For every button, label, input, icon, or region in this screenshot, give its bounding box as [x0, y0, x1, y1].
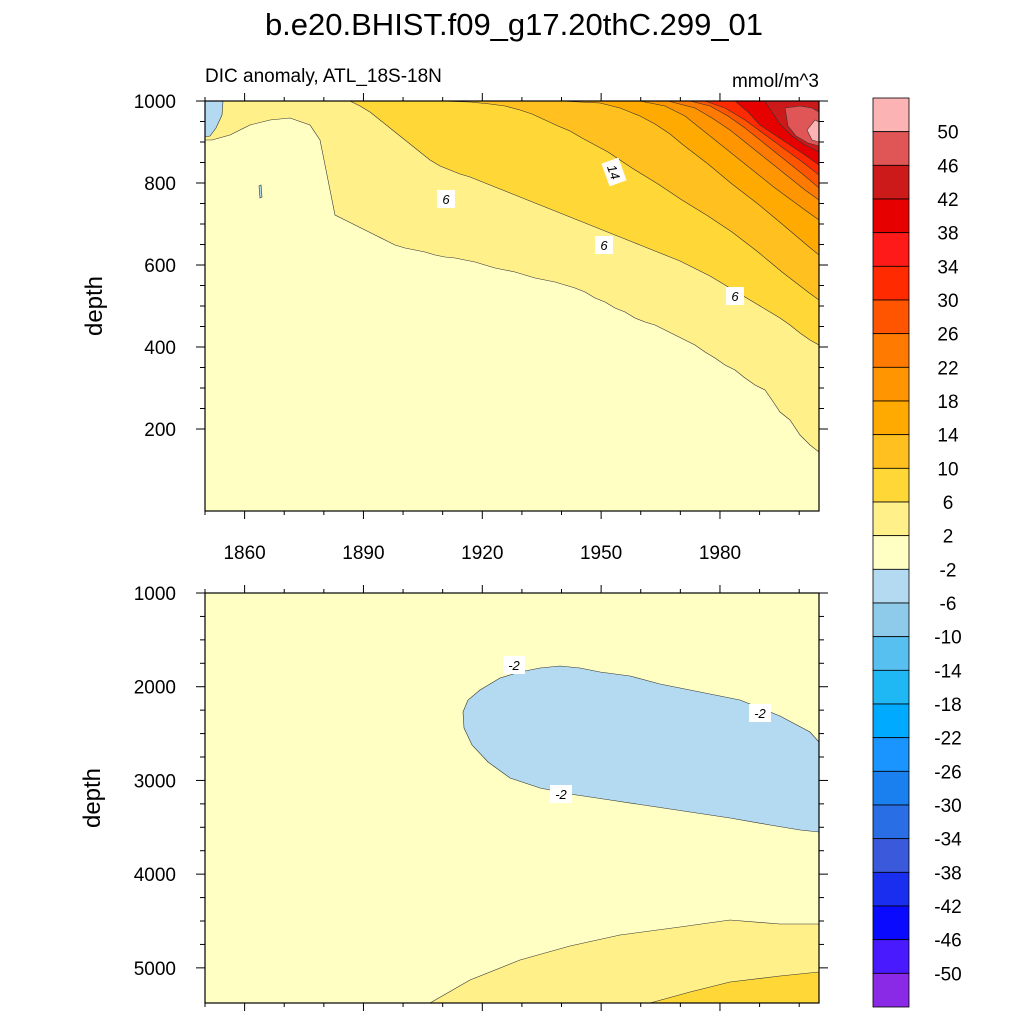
- colorbar-swatch: [872, 535, 910, 570]
- top-xtick-label: 1980: [699, 543, 741, 564]
- colorbar-swatch: [872, 333, 910, 368]
- top-negative-spot: [258, 184, 263, 199]
- colorbar-swatch: [872, 467, 910, 503]
- colorbar-tick-label: -14: [934, 661, 962, 682]
- bottom-y-axis-label: depth: [79, 768, 106, 828]
- top-contour-label-3: 6: [600, 238, 608, 253]
- top-ytick-label: 600: [144, 256, 176, 277]
- colorbar-tick-label: -2: [940, 560, 957, 581]
- colorbar-tick-label: -38: [934, 863, 961, 884]
- bottom-ytick-label: 3000: [134, 771, 176, 792]
- colorbar-tick-label: 42: [937, 190, 958, 211]
- colorbar-swatch: [872, 164, 910, 200]
- colorbar-tick-label: -10: [934, 628, 961, 649]
- bottom-plot-frame: [204, 592, 820, 1004]
- colorbar: 50 46 42 38 34 30 26 22 18 14 10 6 2 -2 -6 -10 -14 -18 -22…: [872, 97, 962, 1008]
- colorbar-tick-label: 34: [937, 257, 959, 278]
- colorbar-tick-label: -26: [934, 762, 961, 783]
- bottom-contour-label-1: -2: [508, 658, 520, 673]
- colorbar-swatch: [872, 366, 910, 402]
- colorbar-swatch: [872, 131, 910, 166]
- colorbar-swatch: [872, 265, 910, 301]
- colorbar-swatch: [872, 871, 910, 907]
- colorbar-swatch: [872, 198, 910, 234]
- colorbar-swatch: [872, 568, 910, 604]
- colorbar-tick-label: 2: [943, 527, 954, 548]
- bottom-ytick-label: 5000: [134, 959, 176, 980]
- top-negative-patch: [205, 101, 224, 138]
- colorbar-swatch: [872, 939, 910, 974]
- top-xtick-label: 1920: [461, 543, 503, 564]
- top-xtick-label: 1890: [342, 543, 384, 564]
- colorbar-tick-label: 18: [937, 392, 958, 413]
- colorbar-tick-label: -6: [940, 594, 957, 615]
- colorbar-swatch: [872, 501, 910, 537]
- colorbar-swatch: [872, 400, 910, 436]
- colorbar-swatch: [872, 97, 910, 133]
- top-subtitle-right: mmol/m^3: [732, 71, 819, 92]
- colorbar-tick-label: -50: [934, 964, 961, 985]
- top-y-axis-label: depth: [81, 276, 108, 336]
- colorbar-tick-label: 38: [937, 224, 958, 245]
- colorbar-swatch: [872, 972, 910, 1008]
- top-ytick-label: 400: [144, 338, 176, 359]
- colorbar-swatch: [872, 737, 910, 772]
- bottom-panel: -2 -2 -2 1000 2000 3000 4000 5000 depth: [79, 584, 828, 1011]
- colorbar-swatch: [872, 434, 910, 469]
- colorbar-tick-label: -46: [934, 931, 961, 952]
- figure-title: b.e20.BHIST.f09_g17.20thC.299_01: [265, 7, 763, 42]
- top-panel: DIC anomaly, ATL_18S-18N mmol/m^3 6 14: [81, 66, 828, 564]
- top-xtick-label: 1860: [223, 543, 265, 564]
- colorbar-swatch: [872, 770, 910, 806]
- colorbar-tick-label: 30: [937, 291, 958, 312]
- colorbar-tick-label: 10: [937, 459, 958, 480]
- colorbar-swatch: [872, 232, 910, 267]
- colorbar-tick-label: -22: [934, 729, 961, 750]
- top-ytick-label: 1000: [134, 92, 176, 113]
- colorbar-swatch: [872, 636, 910, 671]
- colorbar-tick-label: -30: [934, 796, 961, 817]
- bottom-band-10: [649, 971, 819, 1003]
- bottom-ytick-label: 4000: [134, 865, 176, 886]
- colorbar-tick-label: 26: [937, 325, 958, 346]
- top-ytick-label: 800: [144, 174, 176, 195]
- bottom-contour-labels: -2 -2 -2: [503, 656, 771, 803]
- top-contour-field: [205, 101, 819, 511]
- colorbar-swatch: [872, 703, 910, 739]
- top-band-50: [806, 119, 819, 143]
- colorbar-swatch: [872, 299, 910, 335]
- bottom-ytick-label: 1000: [134, 584, 176, 605]
- colorbar-swatch: [872, 669, 910, 705]
- colorbar-tick-label: 50: [937, 123, 958, 144]
- colorbar-tick-label: -42: [934, 897, 961, 918]
- bottom-band-6: [429, 919, 819, 1003]
- top-y-axis: 200 400 600 800 1000: [134, 92, 828, 441]
- bottom-y-axis: 1000 2000 3000 4000 5000: [134, 584, 828, 980]
- colorbar-tick-label: 46: [937, 156, 958, 177]
- colorbar-swatch: [872, 804, 910, 840]
- colorbar-tick-label: -34: [934, 830, 962, 851]
- bottom-x-axis: [204, 585, 800, 1011]
- top-contour-labels: 6 14 6 6: [437, 157, 744, 305]
- top-contour-label-2: 14: [604, 163, 623, 182]
- top-ytick-label: 200: [144, 420, 176, 441]
- top-contour-label-1: 6: [442, 192, 450, 207]
- top-contour-label-4: 6: [731, 289, 739, 304]
- bottom-contour-field: [205, 593, 819, 1003]
- top-xtick-label: 1950: [580, 543, 622, 564]
- bottom-negative-region: [462, 665, 819, 833]
- colorbar-swatch: [872, 905, 910, 941]
- colorbar-swatch: [872, 838, 910, 873]
- colorbar-tick-label: -18: [934, 695, 961, 716]
- colorbar-swatch: [872, 602, 910, 638]
- colorbar-tick-label: 6: [943, 493, 954, 514]
- colorbar-tick-label: 14: [937, 426, 959, 447]
- colorbar-tick-label: 22: [937, 358, 958, 379]
- bottom-ytick-label: 2000: [134, 678, 176, 699]
- bottom-contour-label-3: -2: [555, 787, 567, 802]
- bottom-contour-label-2: -2: [754, 706, 766, 721]
- top-x-axis: 1860 1890 1920 1950 1980: [204, 93, 800, 564]
- top-subtitle-left: DIC anomaly, ATL_18S-18N: [205, 66, 442, 87]
